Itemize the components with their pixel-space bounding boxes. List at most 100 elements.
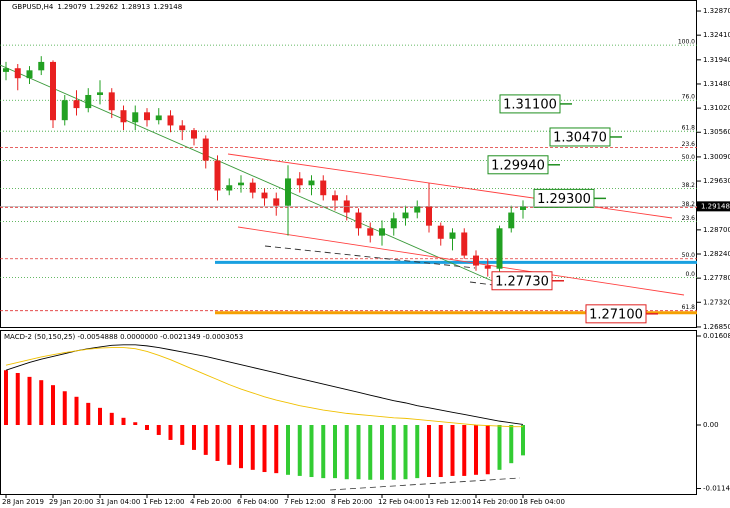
fib-label: 61.8 xyxy=(682,304,696,311)
macd-histogram-bar xyxy=(321,425,326,479)
candle-body xyxy=(249,182,256,193)
candle-body xyxy=(179,125,186,131)
candle-body xyxy=(437,225,444,239)
macd-histogram-bar xyxy=(474,425,478,475)
candle-body xyxy=(261,192,268,199)
macd-histogram-bar xyxy=(509,425,514,464)
candle-body xyxy=(85,94,92,109)
macd-histogram-bar xyxy=(497,425,502,470)
candle-body xyxy=(402,212,409,219)
y-tick-label: 1.31020 xyxy=(703,104,730,112)
level-label: 1.29300 xyxy=(537,192,591,207)
level-box xyxy=(491,271,553,291)
fib-label: 38.2 xyxy=(682,201,696,208)
candle-body xyxy=(414,206,421,213)
candle-body xyxy=(520,206,526,210)
x-tick-label: 6 Feb 04:00 xyxy=(237,498,278,506)
candle-body xyxy=(191,130,197,139)
macd-y-tick-label: -0.011479 xyxy=(703,485,730,493)
macd-histogram-bar xyxy=(51,385,55,426)
macd-histogram-bar xyxy=(109,412,114,426)
macd-line xyxy=(5,347,523,428)
candle-body xyxy=(449,232,456,239)
candle-body xyxy=(496,228,503,269)
macd-histogram-bar xyxy=(74,396,79,426)
candle-body xyxy=(285,178,291,206)
x-tick-label: 13 Feb 12:00 xyxy=(425,498,471,506)
candle-body xyxy=(120,110,127,123)
y-tick-label: 1.26850 xyxy=(703,323,730,331)
y-tick-label: 1.30560 xyxy=(703,128,730,136)
level-label: 1.30470 xyxy=(553,130,607,145)
macd-histogram-bar xyxy=(4,370,8,426)
macd-histogram-bar xyxy=(121,417,126,426)
level-box xyxy=(585,304,647,324)
candle-body xyxy=(50,61,56,121)
candle-body xyxy=(379,228,385,236)
y-tick-label: 1.27320 xyxy=(703,298,730,306)
macd-histogram-bar xyxy=(427,425,431,478)
x-tick-label: 1 Feb 12:00 xyxy=(143,498,184,506)
macd-histogram-bar xyxy=(391,425,396,480)
macd-histogram-bar xyxy=(156,425,161,435)
macd-histogram-bar xyxy=(239,425,243,469)
candle-body xyxy=(296,178,303,186)
macd-histogram-bar xyxy=(62,391,67,426)
candle-body xyxy=(167,115,174,126)
candle-body xyxy=(26,70,33,79)
macd-histogram-bar xyxy=(15,372,20,426)
candle-body xyxy=(473,255,479,266)
level-box xyxy=(549,127,611,147)
header-high: 1.29262 xyxy=(89,3,118,11)
fib-label: 50.0 xyxy=(682,252,696,259)
fib-label: 0.0 xyxy=(685,271,695,278)
macd-histogram-bar xyxy=(438,425,443,478)
x-tick-label: 4 Feb 20:00 xyxy=(190,498,231,506)
symbol: GBPUSD,H4 xyxy=(12,3,54,11)
macd-histogram-bar xyxy=(462,425,467,476)
candle-body xyxy=(202,138,209,161)
candle-body xyxy=(38,61,45,71)
trend-line xyxy=(237,226,685,296)
candle-body xyxy=(273,198,280,206)
candle-body xyxy=(238,182,244,186)
candle-body xyxy=(332,195,338,201)
candle-body xyxy=(132,112,139,123)
y-tick-label: 1.30090 xyxy=(703,153,730,161)
candle-body xyxy=(308,180,315,186)
y-tick-label: 1.28240 xyxy=(703,250,730,258)
level-box xyxy=(487,155,549,175)
chart-header: GBPUSD,H4 1.29079 1.29262 1.28913 1.29148 xyxy=(12,3,182,11)
macd-histogram-bar xyxy=(180,425,185,445)
x-tick-label: 31 Jan 04:00 xyxy=(96,498,140,506)
macd-histogram-bar xyxy=(250,425,255,470)
x-tick-label: 29 Jan 20:00 xyxy=(49,498,93,506)
y-tick-label: 1.27780 xyxy=(703,274,730,282)
x-tick-label: 28 Jan 2019 xyxy=(2,498,44,506)
candle-body xyxy=(14,68,21,79)
level-box xyxy=(533,188,595,208)
x-tick-label: 7 Feb 12:00 xyxy=(284,498,325,506)
candle-body xyxy=(461,232,468,256)
header-low: 1.28913 xyxy=(121,3,150,11)
macd-histogram-bar xyxy=(215,425,220,461)
candle-body xyxy=(426,206,432,226)
fib-label: 76.0 xyxy=(682,94,696,101)
fib-label: 23.6 xyxy=(682,215,696,222)
macd-histogram-bar xyxy=(27,376,32,426)
macd-histogram-bar xyxy=(98,407,102,426)
candle-body xyxy=(355,212,362,229)
level-box xyxy=(499,94,561,114)
candle-body xyxy=(367,228,374,236)
macd-trend-line xyxy=(329,477,521,491)
macd-histogram-bar xyxy=(344,425,349,480)
y-tick-label: 1.29630 xyxy=(703,177,730,185)
macd-histogram-bar xyxy=(145,425,149,430)
trend-line xyxy=(0,64,498,284)
macd-histogram-bar xyxy=(39,380,44,426)
macd-y-tick-label: 0.0160831 xyxy=(703,332,730,340)
y-tick-label: 1.31940 xyxy=(703,56,730,64)
macd-header: MACD-2 (50,150,25) -0.0054888 0.0000000 … xyxy=(4,333,243,341)
